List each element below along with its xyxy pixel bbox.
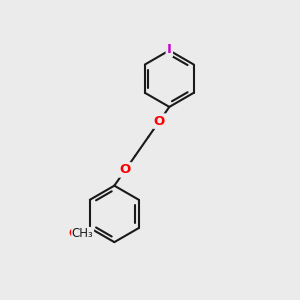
Text: O: O	[154, 115, 165, 128]
Text: I: I	[167, 43, 172, 56]
Text: O: O	[120, 164, 131, 176]
Text: CH₃: CH₃	[72, 227, 94, 241]
Text: O: O	[68, 227, 79, 241]
